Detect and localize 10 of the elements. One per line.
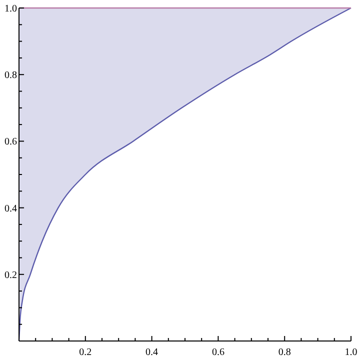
x-tick-label: 0.8 [278, 347, 291, 358]
y-tick-label: 0.8 [4, 70, 17, 82]
y-tick-label: 0.4 [4, 203, 17, 214]
y-tick-label: 1.0 [4, 4, 17, 14]
x-tick-label: 1.0 [344, 347, 358, 358]
x-tick-label: 0.2 [79, 347, 92, 358]
y-tick-label: 0.2 [4, 270, 17, 281]
y-tick-label: 0.6 [4, 136, 17, 148]
x-tick-label: 0.6 [212, 347, 224, 358]
x-tick-label: 0.4 [146, 347, 158, 358]
